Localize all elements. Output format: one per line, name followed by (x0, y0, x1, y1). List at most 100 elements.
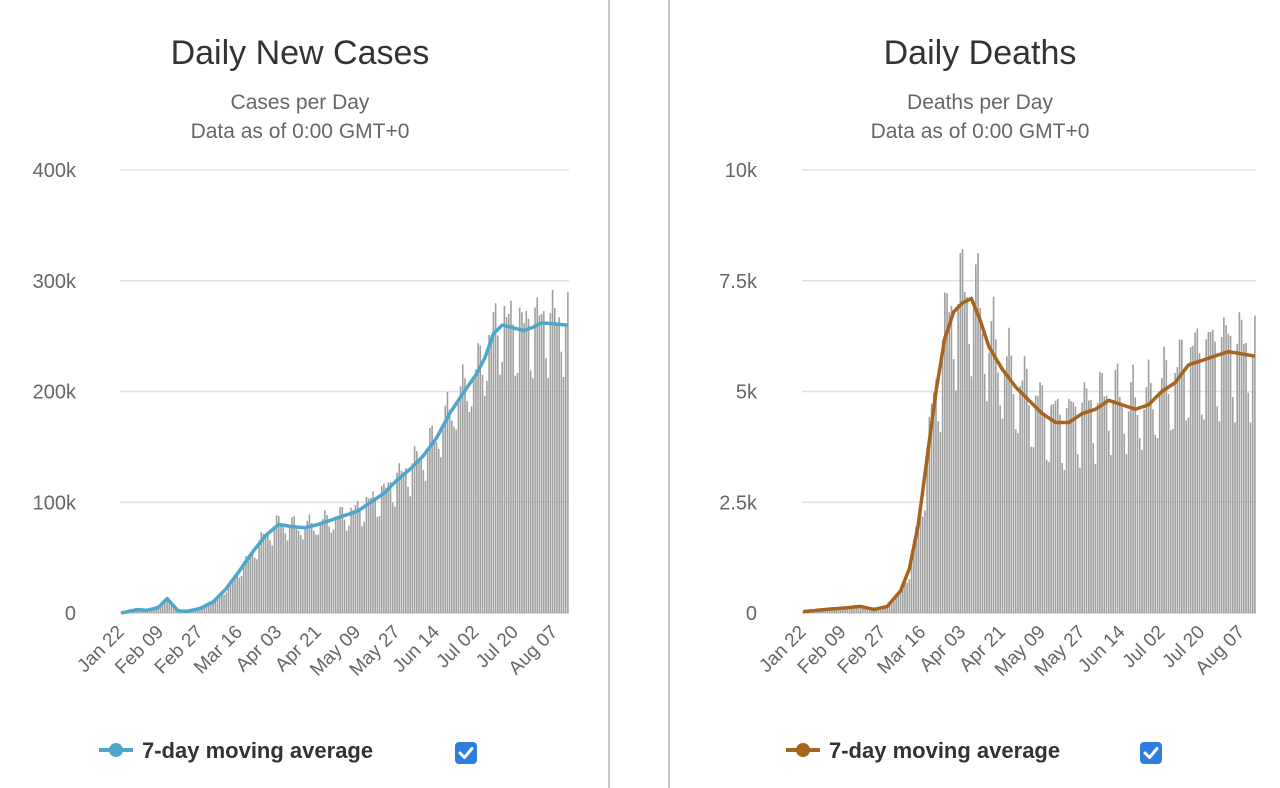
daily-bar (247, 556, 249, 613)
daily-bar (1243, 343, 1245, 613)
daily-bar (1132, 364, 1134, 613)
daily-bar (319, 524, 322, 613)
daily-bar (846, 608, 849, 613)
daily-bar (227, 583, 230, 613)
daily-bar (848, 607, 851, 613)
daily-bar (1092, 443, 1095, 613)
daily-bar (164, 602, 166, 613)
daily-bar (1054, 400, 1057, 613)
daily-bar (979, 307, 982, 613)
daily-bar (372, 491, 374, 613)
daily-bar (873, 609, 875, 613)
daily-bar (527, 318, 530, 613)
daily-bar (1209, 331, 1212, 613)
daily-bar (275, 515, 278, 613)
daily-bar (218, 593, 221, 613)
daily-bar (1165, 360, 1168, 613)
daily-bar (1136, 415, 1139, 613)
daily-bar (345, 530, 348, 613)
daily-bar (1019, 386, 1021, 613)
daily-bar (1110, 455, 1112, 613)
daily-bar (1156, 438, 1159, 613)
daily-bar (1176, 366, 1179, 613)
daily-bar (391, 502, 394, 613)
daily-bar (505, 317, 508, 613)
daily-bar (477, 343, 479, 613)
daily-bar (466, 401, 468, 613)
daily-bar (1192, 345, 1194, 613)
deaths-legend-item[interactable]: 7-day moving average (785, 735, 1115, 765)
y-tick-label: 2.5k (719, 492, 758, 514)
daily-bar (988, 352, 990, 613)
daily-bar (431, 425, 433, 613)
daily-bar (1094, 463, 1097, 613)
daily-bar (317, 534, 320, 613)
daily-bar (437, 448, 440, 613)
daily-bar (348, 525, 350, 613)
daily-bar (990, 320, 993, 613)
daily-bar (1181, 339, 1183, 613)
daily-bar (1227, 333, 1230, 613)
daily-bar (264, 534, 267, 613)
daily-bar (321, 519, 324, 613)
daily-bar (280, 525, 282, 613)
daily-bar (882, 607, 884, 613)
daily-bar (1014, 429, 1017, 613)
daily-bar (313, 530, 315, 613)
cases-legend-item[interactable]: 7-day moving average (98, 735, 428, 765)
daily-bar (997, 372, 999, 613)
daily-bar (1134, 397, 1137, 613)
daily-bar (446, 391, 449, 613)
daily-bar (1229, 335, 1232, 613)
daily-bar (501, 362, 503, 613)
moving-average-line (120, 321, 569, 615)
daily-bar (291, 517, 293, 613)
daily-bar (440, 457, 442, 613)
daily-bar (1052, 404, 1055, 613)
daily-bar (972, 308, 975, 613)
daily-bar (1010, 355, 1013, 613)
daily-bar (1212, 329, 1214, 613)
cases-moving-average-checkbox[interactable] (455, 742, 477, 764)
daily-bar (328, 526, 330, 613)
daily-bar (150, 609, 153, 613)
daily-bar (915, 526, 917, 613)
daily-bar (955, 390, 957, 613)
daily-bar (374, 496, 376, 613)
daily-bar (1150, 382, 1152, 613)
daily-bar (455, 429, 457, 613)
daily-bar (842, 608, 844, 613)
cases-chart-data-note: Data as of 0:00 GMT+0 (190, 120, 410, 143)
daily-bar (963, 291, 966, 613)
daily-bar (1056, 398, 1059, 613)
daily-bar (442, 429, 444, 613)
daily-bar (538, 315, 541, 613)
daily-bar (308, 514, 311, 613)
daily-bar (828, 609, 831, 613)
deaths-moving-average-checkbox[interactable] (1140, 742, 1162, 764)
daily-bar (833, 608, 835, 613)
daily-bar (295, 526, 298, 613)
daily-bar (994, 339, 997, 613)
daily-bar (1112, 403, 1114, 613)
cases-legend-label: 7-day moving average (142, 738, 374, 763)
daily-bar (1021, 380, 1024, 613)
daily-bar (532, 378, 534, 613)
daily-bar (472, 375, 475, 613)
panel-divider (668, 0, 670, 788)
daily-bar (334, 516, 337, 613)
daily-bar (870, 608, 873, 613)
daily-bar (1247, 392, 1250, 613)
daily-bar (203, 605, 206, 613)
daily-bar (507, 313, 510, 613)
daily-bar (260, 532, 263, 613)
daily-bar (1045, 459, 1048, 613)
daily-bar (1169, 430, 1172, 613)
daily-bar (529, 370, 532, 613)
daily-bar (249, 553, 252, 613)
daily-bar (1249, 422, 1252, 613)
daily-bar (323, 510, 326, 613)
daily-bar (1083, 382, 1086, 613)
daily-bar (234, 574, 236, 613)
daily-bar (223, 594, 225, 613)
